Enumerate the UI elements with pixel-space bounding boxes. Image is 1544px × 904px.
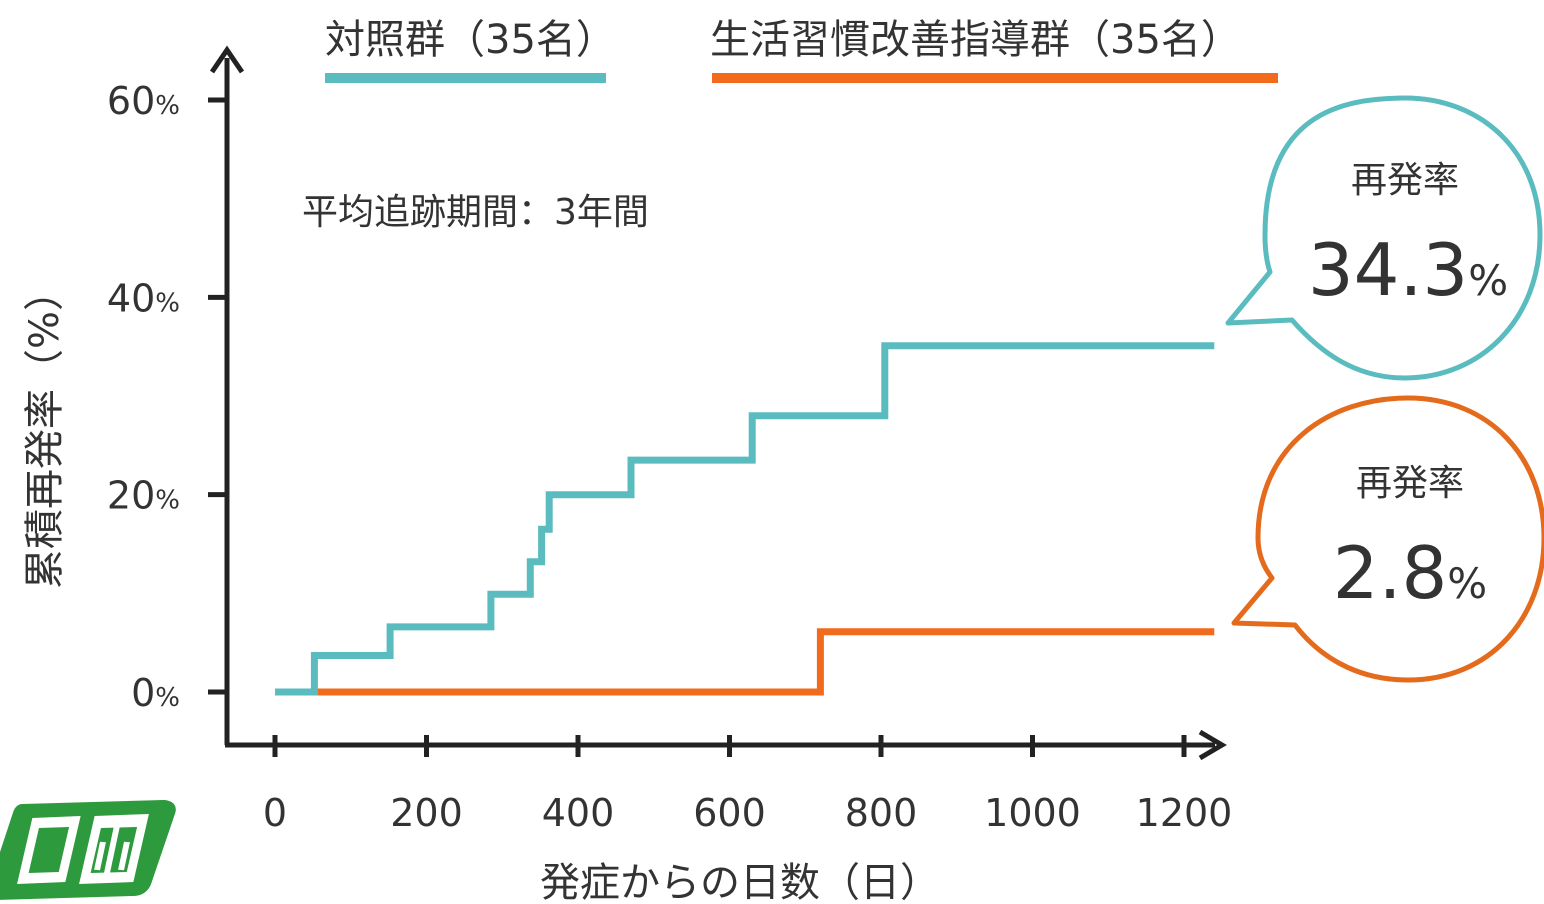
y-tick-label: 40% xyxy=(107,276,180,320)
bubble-intervention-title: 再発率 xyxy=(1356,463,1464,504)
x-axis-title: 発症からの日数（日） xyxy=(540,860,940,904)
x-tick-label: 800 xyxy=(845,791,918,835)
x-tick-label: 200 xyxy=(390,791,463,835)
series-layer xyxy=(275,342,1215,696)
x-axis-arrowhead xyxy=(1198,729,1227,761)
legend-label-control: 対照群（35名） xyxy=(325,17,616,63)
bubble-intervention: 再発率 2.8% xyxy=(1231,395,1544,683)
bubble-intervention-rate: 2.8% xyxy=(1333,531,1487,615)
y-tick-label: 0% xyxy=(131,671,180,715)
bubble-control-title: 再発率 xyxy=(1351,160,1459,201)
bubble-control-rate: 34.3% xyxy=(1308,228,1508,312)
legend-label-intervention: 生活習慣改善指導群（35名） xyxy=(710,17,1241,63)
axes xyxy=(209,45,1227,761)
bubble-intervention-value: 2.8 xyxy=(1333,531,1448,615)
y-axis-title: 累積再発率（%） xyxy=(22,271,68,589)
bubble-intervention-unit: % xyxy=(1447,559,1487,608)
bubble-control: 再発率 34.3% xyxy=(1225,95,1543,381)
y-tick-label: 60% xyxy=(107,79,180,123)
bubble-intervention-shape xyxy=(1231,395,1544,683)
y-ticks: 60% 40% 20% 0% xyxy=(107,79,227,715)
series-line-control xyxy=(275,342,1215,696)
legend: 対照群（35名） 生活習慣改善指導群（35名） xyxy=(325,17,1278,83)
organization-logo xyxy=(0,800,176,900)
x-tick-label: 1200 xyxy=(1136,791,1233,835)
x-tick-label: 400 xyxy=(542,791,615,835)
x-tick-label: 0 xyxy=(263,791,287,835)
series-line-intervention xyxy=(275,628,1215,696)
follow-up-annotation: 平均追跡期間：3年間 xyxy=(302,192,649,233)
y-tick-label: 20% xyxy=(107,474,180,518)
bubble-control-unit: % xyxy=(1468,256,1508,305)
bubble-control-value: 34.3 xyxy=(1308,228,1468,312)
x-ticks: 0 200 400 600 800 1000 1200 xyxy=(263,735,1232,835)
x-tick-label: 600 xyxy=(693,791,766,835)
bubble-control-shape xyxy=(1225,95,1543,381)
x-tick-label: 1000 xyxy=(984,791,1081,835)
y-axis-arrowhead xyxy=(209,45,245,74)
